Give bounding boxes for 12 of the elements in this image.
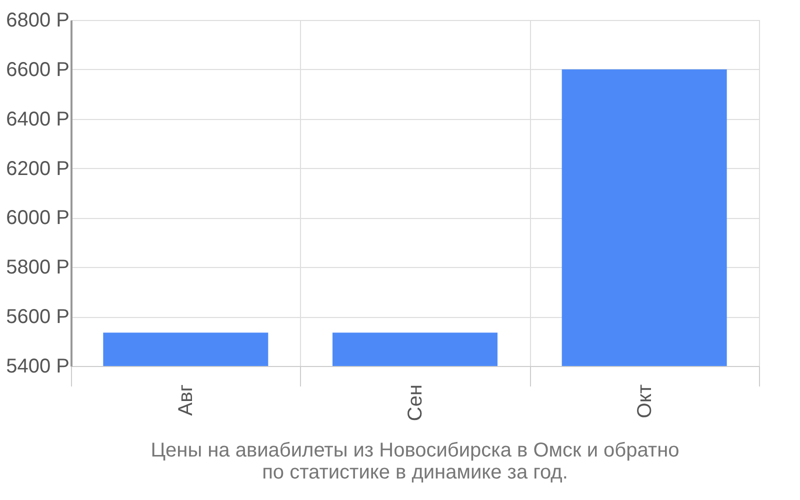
y-tick-label: 6800 Р xyxy=(6,10,70,32)
x-tick-label: Окт xyxy=(634,384,656,418)
y-tick-label: 5800 Р xyxy=(6,256,70,279)
y-tick-label: 6000 Р xyxy=(6,207,70,230)
y-tick-label: 5600 Р xyxy=(6,306,70,328)
x-tick-label: Сен xyxy=(404,384,426,422)
x-tick-label: Авг xyxy=(175,384,198,416)
y-tick-label: 6400 Р xyxy=(6,108,70,130)
y-tick-label: 5400 Р xyxy=(6,356,70,378)
y-tick-label: 6600 Р xyxy=(6,58,70,81)
y-tick-label: 6200 Р xyxy=(6,158,70,180)
text: Цены на авиабилеты из Новосибирска в Омск и обратно по статистике в динамике за год. xyxy=(150,440,680,484)
